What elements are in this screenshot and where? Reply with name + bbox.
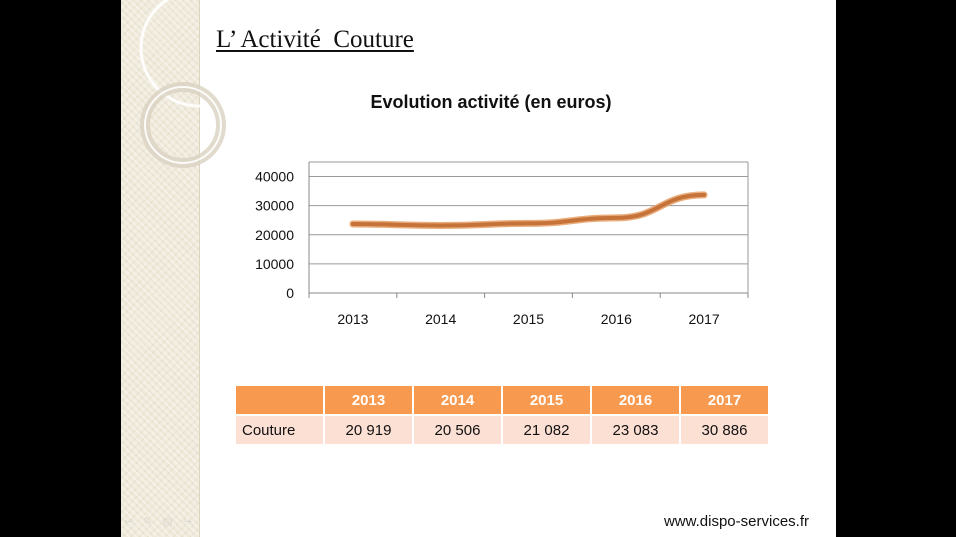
slideshow-nav-controls[interactable]: ↩ ✎ ▤ ↪ [124,516,192,528]
x-tick-label: 2015 [513,311,544,327]
data-point [703,194,705,196]
data-point [352,223,354,225]
slide: L’ Activité Couture Evolution activité (… [121,0,836,537]
x-tick-label: 2017 [689,311,720,327]
table-cell: 20 506 [413,414,503,444]
data-point [528,222,529,224]
data-point [615,217,617,219]
table-cell: 20 919 [324,414,414,444]
table-header-cell: 2017 [680,386,770,415]
table-header-cell: 2015 [502,386,592,415]
y-tick-label: 10000 [255,256,294,272]
table-cell: 21 082 [502,414,592,444]
table-header-corner [236,386,325,415]
data-point [440,224,442,226]
x-tick-label: 2013 [337,311,368,327]
table-header-cell: 2014 [413,386,503,415]
table-header-cell: 2013 [324,386,414,415]
y-tick-label: 40000 [255,169,294,185]
next-arrow-icon[interactable]: ↪ [182,516,193,528]
table-header-row: 2013 2014 2015 2016 2017 [236,386,770,415]
x-tick-label: 2016 [601,311,632,327]
y-tick-label: 0 [286,285,294,301]
data-table: 2013 2014 2015 2016 2017 Couture 20 919 … [236,386,770,444]
chart-title: Evolution activité (en euros) [370,92,612,112]
chart-series [349,191,708,229]
table-header-cell: 2016 [591,386,681,415]
y-tick-label: 20000 [255,227,294,243]
slide-title: L’ Activité Couture [216,26,414,53]
menu-icon[interactable]: ▤ [162,516,173,528]
footer-url: www.dispo-services.fr [663,513,809,530]
table-row: Couture 20 919 20 506 21 082 23 083 30 8… [236,414,770,444]
table-cell: 30 886 [680,414,770,444]
pen-icon[interactable]: ✎ [143,516,153,528]
previous-arrow-icon[interactable]: ↩ [124,516,134,528]
x-tick-label: 2014 [425,311,456,327]
y-axis-ticks: 0 10000 20000 30000 40000 [255,169,294,301]
y-tick-label: 30000 [255,198,294,214]
table-cell: 23 083 [591,414,681,444]
decorative-rings [139,0,259,168]
x-axis-ticks: 2013 2014 2015 2016 2017 [337,311,720,327]
chart-gridlines [308,161,749,298]
table-row-label: Couture [236,414,325,444]
